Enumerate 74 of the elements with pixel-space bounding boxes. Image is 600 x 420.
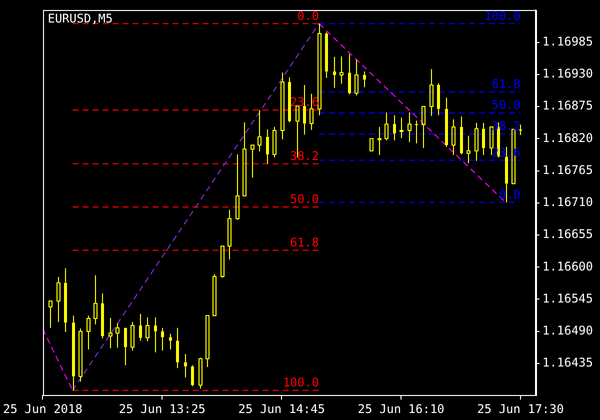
candlestick: [460, 116, 463, 155]
candlestick: [94, 274, 98, 325]
candlestick: [161, 327, 164, 352]
candlestick: [154, 316, 157, 353]
candlestick: [124, 328, 127, 366]
y-tick-label: 1.16765: [542, 162, 594, 177]
x-tick-label: 25 Jun 13:25: [118, 402, 206, 416]
y-tick-label: 1.16490: [542, 323, 594, 338]
candlestick: [415, 120, 418, 144]
candlestick: [108, 317, 112, 349]
series-label: 100.0: [484, 8, 520, 23]
candlestick: [288, 76, 291, 123]
candlestick: [176, 327, 179, 369]
candlestick: [56, 276, 60, 323]
series-label: 50.0: [290, 192, 319, 206]
candlestick: [482, 122, 485, 156]
candlestick: [250, 144, 254, 178]
candlestick: [437, 82, 440, 116]
y-tick-label: 1.16600: [542, 259, 594, 274]
candlestick: [242, 122, 246, 196]
candlestick: [236, 154, 240, 220]
series-label: 38.2: [290, 148, 319, 163]
x-tick-label: 25 Jun 16:10: [358, 402, 444, 416]
candlestick: [378, 126, 382, 156]
candlestick: [228, 209, 232, 260]
candlestick: [146, 316, 150, 342]
candlestick: [452, 118, 456, 156]
candlestick: [348, 53, 351, 95]
y-tick-label: 1.16875: [542, 98, 594, 113]
candlestick: [408, 112, 412, 143]
candlestick: [318, 23, 322, 116]
candlestick: [333, 56, 336, 88]
candlestick: [48, 300, 52, 328]
series-label: 100.0: [282, 375, 319, 390]
candlestick: [184, 354, 187, 378]
series-label: 61.8: [290, 235, 319, 250]
y-tick-label: 1.16435: [542, 356, 594, 370]
candlestick: [325, 32, 328, 78]
candlestick: [384, 112, 388, 141]
candlestick: [430, 68, 434, 116]
candlestick: [400, 117, 404, 139]
y-tick-label: 1.16710: [542, 195, 594, 210]
candlestick: [72, 315, 75, 391]
x-tick-label: 25 Jun 14:45: [238, 402, 325, 416]
candlestick: [280, 72, 284, 140]
candlestick: [266, 128, 269, 164]
y-tick-label: 1.16930: [542, 66, 594, 81]
candlestick: [474, 122, 478, 162]
x-tick-label: 25 Jun 2018: [2, 402, 82, 416]
x-tick-label: 25 Jun 17:30: [477, 402, 564, 416]
chart-title: EURUSD,M5: [48, 11, 113, 26]
candlestick: [258, 110, 262, 152]
candlestick: [363, 71, 366, 88]
y-tick-label: 1.16655: [542, 227, 594, 242]
candlestick: [466, 135, 470, 164]
candlestick: [422, 106, 426, 149]
candlestick: [445, 97, 448, 148]
candlestick: [64, 268, 67, 332]
candlestick: [206, 315, 210, 368]
y-tick-label: 1.16985: [542, 34, 594, 48]
candlestick: [354, 59, 358, 96]
candlestick: [86, 315, 90, 350]
candlestick: [139, 313, 142, 342]
candlestick: [340, 56, 344, 84]
series-label: 0.0: [297, 8, 319, 23]
y-tick-label: 1.16545: [542, 291, 594, 306]
candlestick: [101, 292, 104, 339]
candlestick: [169, 333, 172, 350]
candlestick: [116, 322, 120, 348]
candlestick: [393, 114, 396, 141]
candlestick: [191, 364, 194, 387]
y-tick-label: 1.16820: [542, 130, 594, 145]
series-label: 61.8: [492, 77, 520, 92]
series-label: 50.0: [492, 98, 520, 112]
